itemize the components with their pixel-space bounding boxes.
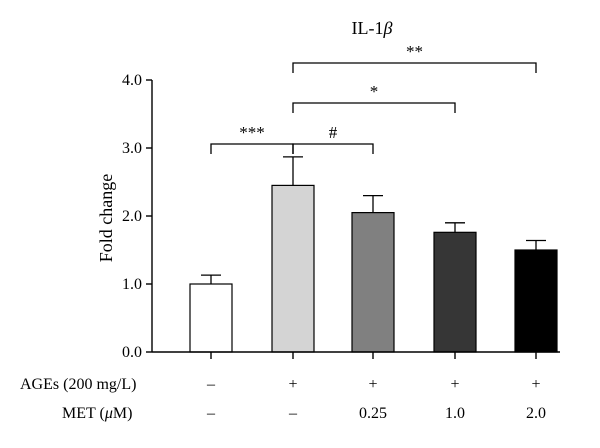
significance-brackets: *** #*** bbox=[210, 42, 537, 154]
y-tick-label: 3.0 bbox=[122, 140, 142, 157]
condition-label-met: MET (μM) bbox=[62, 405, 132, 422]
axes: 0.0 1.0 2.0 3.0 4.0 bbox=[122, 72, 560, 361]
significance-label: ** bbox=[406, 42, 423, 61]
significance-bracket bbox=[292, 102, 456, 113]
condition-value: + bbox=[531, 376, 540, 393]
chart-title: IL-1β bbox=[352, 18, 393, 38]
y-axis-label: Fold change bbox=[96, 174, 116, 262]
condition-value: 0.25 bbox=[359, 405, 387, 422]
condition-label-ages: AGEs (200 mg/L) bbox=[20, 376, 136, 393]
y-tick-label: 0.0 bbox=[122, 344, 142, 361]
significance-label: *** bbox=[239, 123, 265, 142]
condition-value: + bbox=[450, 376, 459, 393]
y-tick-label: 1.0 bbox=[122, 276, 142, 293]
significance-bracket bbox=[292, 62, 537, 73]
bar bbox=[271, 184, 315, 353]
significance-label: # bbox=[329, 123, 338, 142]
condition-value: – bbox=[206, 376, 216, 393]
significance-label: * bbox=[370, 82, 379, 101]
y-tick-label: 4.0 bbox=[122, 72, 142, 89]
bar bbox=[514, 249, 558, 353]
condition-value: 2.0 bbox=[526, 405, 546, 422]
condition-value: + bbox=[368, 376, 377, 393]
y-tick-label: 2.0 bbox=[122, 208, 142, 225]
bars bbox=[189, 156, 558, 353]
bar bbox=[433, 231, 477, 353]
condition-value: + bbox=[288, 376, 297, 393]
condition-value: – bbox=[206, 405, 216, 422]
bar bbox=[189, 283, 233, 353]
significance-bracket bbox=[210, 143, 294, 154]
condition-table: AGEs (200 mg/L) MET (μM) – + + + + – – 0.25 1.0 2… bbox=[20, 376, 546, 422]
condition-value: 1.0 bbox=[445, 405, 465, 422]
condition-value: – bbox=[288, 405, 298, 422]
significance-bracket bbox=[292, 143, 374, 154]
bar bbox=[351, 212, 395, 353]
